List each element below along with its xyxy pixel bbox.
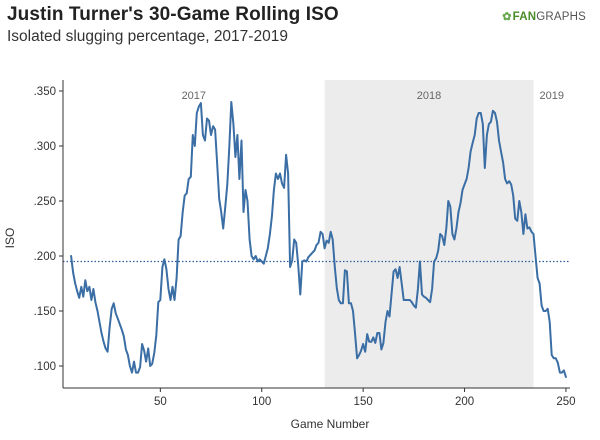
brand-prefix: FAN	[512, 10, 537, 23]
chart-subtitle: Isolated slugging percentage, 2017-2019	[7, 28, 288, 45]
y-tick-label: .100	[34, 361, 56, 373]
y-tick-label: .200	[34, 251, 56, 263]
x-tick-label: 200	[455, 396, 474, 408]
chart-title: Justin Turner's 30-Game Rolling ISO	[7, 4, 339, 25]
season-label-2017: 2017	[182, 90, 206, 102]
y-tick-label: .350	[34, 86, 56, 98]
y-tick-label: .300	[34, 141, 56, 153]
x-tick-label: 150	[354, 396, 373, 408]
brand-logo: ✿ FAN GRAPHS	[502, 10, 586, 24]
season-label-2018: 2018	[417, 90, 441, 102]
x-tick-label: 50	[154, 396, 167, 408]
series-group	[70, 101, 567, 378]
series-line-1	[70, 101, 567, 378]
x-tick-label: 100	[252, 396, 271, 408]
x-axis-label: Game Number	[291, 417, 370, 431]
y-tick-label: .250	[34, 196, 56, 208]
x-tick-label: 250	[556, 396, 575, 408]
brand-suffix: GRAPHS	[536, 10, 586, 23]
season-bands: 2017 2018 2019	[182, 80, 564, 388]
axes: .100 .150 .200 .250 .300 .350 50 100 150 200 250	[34, 80, 576, 408]
y-tick-label: .150	[34, 306, 56, 318]
leaf-icon: ✿	[502, 11, 512, 23]
season-label-2019: 2019	[540, 90, 564, 102]
y-axis-label: ISO	[3, 228, 17, 249]
